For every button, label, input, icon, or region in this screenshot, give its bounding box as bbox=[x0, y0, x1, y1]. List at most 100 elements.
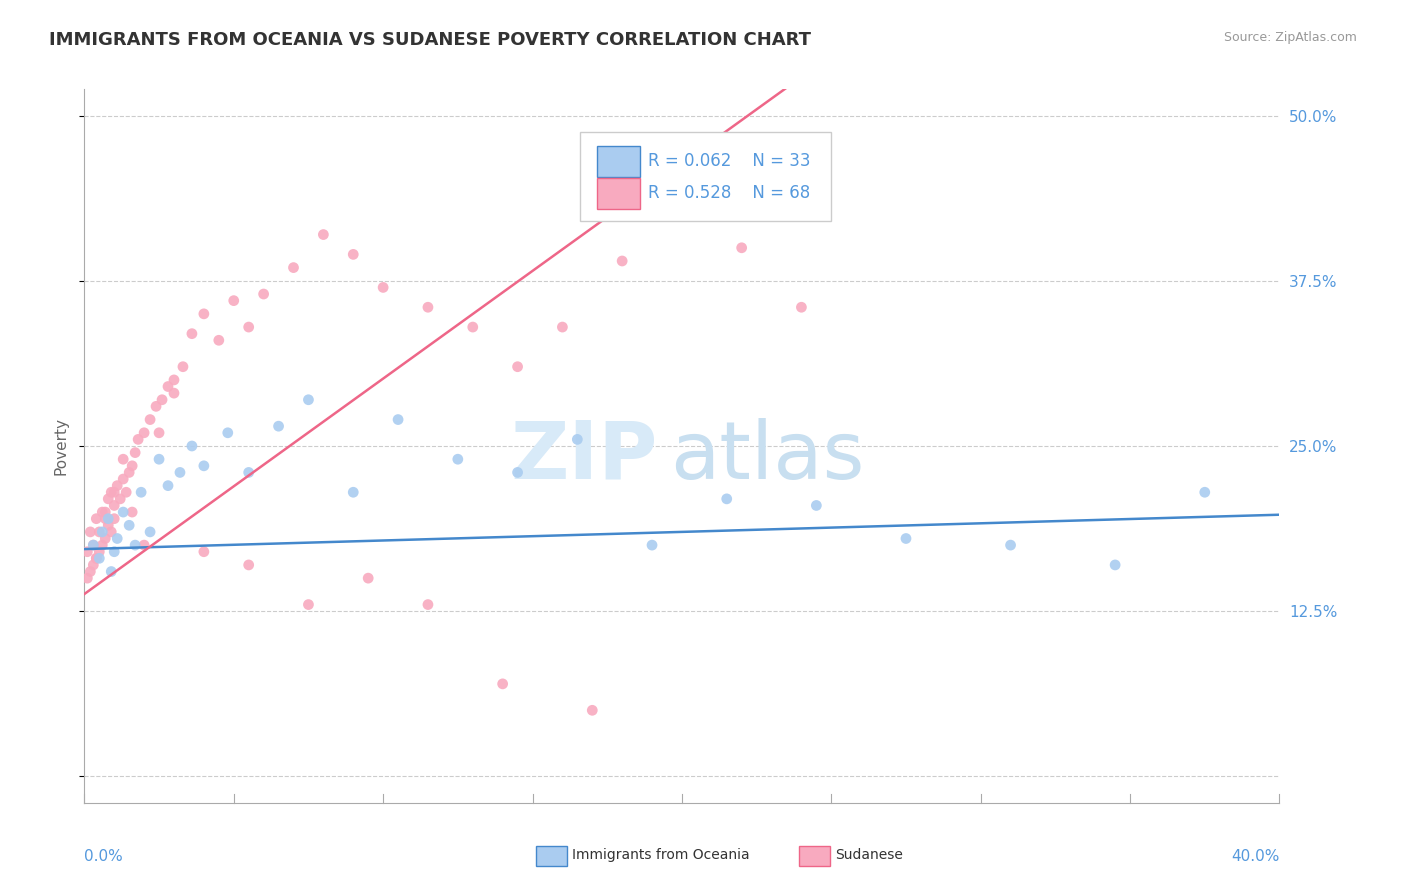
Point bbox=[132, 425, 156, 440]
Point bbox=[150, 392, 173, 407]
FancyBboxPatch shape bbox=[536, 846, 567, 866]
Text: 0.0%: 0.0% bbox=[84, 849, 124, 864]
Point bbox=[94, 511, 117, 525]
Point bbox=[103, 545, 125, 559]
Point bbox=[115, 485, 138, 500]
Point bbox=[567, 433, 589, 447]
Point bbox=[581, 703, 603, 717]
Point bbox=[82, 538, 104, 552]
Point bbox=[193, 545, 215, 559]
Point bbox=[139, 412, 162, 426]
Point bbox=[124, 445, 146, 459]
Point bbox=[163, 386, 186, 401]
Point bbox=[97, 511, 120, 525]
Point bbox=[208, 333, 231, 347]
Point bbox=[181, 439, 204, 453]
Point bbox=[163, 373, 186, 387]
Point bbox=[671, 201, 693, 215]
Text: 40.0%: 40.0% bbox=[1232, 849, 1279, 864]
Point bbox=[89, 551, 111, 566]
Y-axis label: Poverty: Poverty bbox=[53, 417, 69, 475]
Point bbox=[894, 532, 917, 546]
Point bbox=[121, 458, 143, 473]
Text: R = 0.062    N = 33: R = 0.062 N = 33 bbox=[648, 153, 811, 170]
Point bbox=[806, 499, 828, 513]
Text: IMMIGRANTS FROM OCEANIA VS SUDANESE POVERTY CORRELATION CHART: IMMIGRANTS FROM OCEANIA VS SUDANESE POVE… bbox=[49, 31, 811, 49]
Point bbox=[217, 425, 239, 440]
Point bbox=[110, 491, 132, 506]
Point bbox=[121, 505, 143, 519]
Point bbox=[790, 300, 813, 314]
Point bbox=[193, 307, 215, 321]
Point bbox=[506, 466, 529, 480]
Point bbox=[1104, 558, 1126, 572]
Point bbox=[105, 532, 128, 546]
Point bbox=[461, 320, 484, 334]
Point bbox=[91, 524, 114, 539]
Point bbox=[103, 511, 125, 525]
Point bbox=[76, 571, 98, 585]
Text: ZIP: ZIP bbox=[510, 417, 658, 496]
Point bbox=[103, 499, 125, 513]
Point bbox=[103, 485, 125, 500]
Point bbox=[118, 518, 141, 533]
Point bbox=[94, 505, 117, 519]
Point bbox=[145, 400, 167, 414]
Point bbox=[89, 545, 111, 559]
Point bbox=[297, 392, 319, 407]
Point bbox=[416, 598, 439, 612]
Point bbox=[387, 412, 409, 426]
Point bbox=[312, 227, 335, 242]
Point bbox=[91, 538, 114, 552]
Point bbox=[342, 247, 364, 261]
Point bbox=[82, 538, 104, 552]
Point bbox=[193, 458, 215, 473]
Point bbox=[238, 558, 260, 572]
Point bbox=[238, 466, 260, 480]
Point bbox=[342, 485, 364, 500]
Point bbox=[506, 359, 529, 374]
Point bbox=[416, 300, 439, 314]
Point bbox=[267, 419, 290, 434]
Point bbox=[105, 478, 128, 492]
FancyBboxPatch shape bbox=[799, 846, 830, 866]
Point bbox=[118, 466, 141, 480]
Point bbox=[86, 551, 108, 566]
Point bbox=[82, 558, 104, 572]
Point bbox=[612, 254, 634, 268]
Point bbox=[79, 565, 101, 579]
Point bbox=[716, 491, 738, 506]
Point bbox=[112, 505, 135, 519]
Point bbox=[132, 538, 156, 552]
Point bbox=[86, 511, 108, 525]
Point bbox=[100, 524, 122, 539]
Point bbox=[551, 320, 574, 334]
Point bbox=[181, 326, 204, 341]
Point bbox=[253, 287, 276, 301]
Point bbox=[157, 478, 180, 492]
Point bbox=[86, 551, 108, 566]
Point bbox=[1194, 485, 1216, 500]
Point bbox=[112, 452, 135, 467]
Point bbox=[492, 677, 515, 691]
Point bbox=[148, 425, 170, 440]
Point bbox=[91, 505, 114, 519]
Text: R = 0.528    N = 68: R = 0.528 N = 68 bbox=[648, 185, 811, 202]
Point bbox=[222, 293, 245, 308]
Point bbox=[97, 518, 120, 533]
Point bbox=[129, 485, 152, 500]
Text: atlas: atlas bbox=[671, 417, 865, 496]
Point bbox=[1000, 538, 1022, 552]
Point bbox=[447, 452, 470, 467]
FancyBboxPatch shape bbox=[598, 145, 640, 177]
Text: Sudanese: Sudanese bbox=[835, 848, 903, 862]
Point bbox=[169, 466, 191, 480]
Point bbox=[297, 598, 319, 612]
Point bbox=[100, 485, 122, 500]
Point bbox=[283, 260, 305, 275]
Point bbox=[76, 545, 98, 559]
Point bbox=[94, 532, 117, 546]
Text: Immigrants from Oceania: Immigrants from Oceania bbox=[572, 848, 749, 862]
Text: Source: ZipAtlas.com: Source: ZipAtlas.com bbox=[1223, 31, 1357, 45]
Point bbox=[148, 452, 170, 467]
